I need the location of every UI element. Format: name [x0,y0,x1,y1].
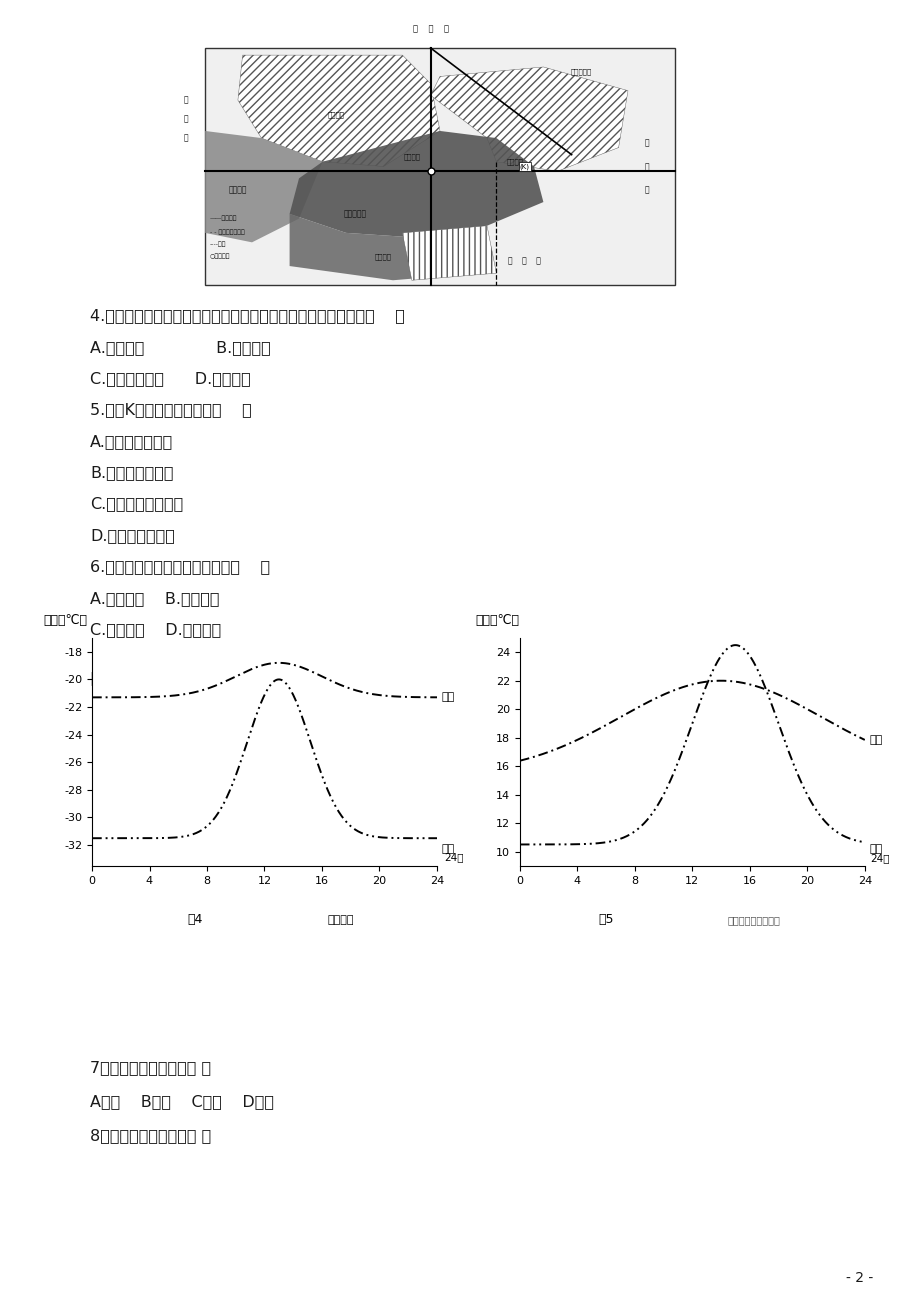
Text: A.石油化工产业园: A.石油化工产业园 [90,434,173,449]
Text: 涿: 涿 [184,95,188,104]
Text: C.向西拓展    D.向北拓展: C.向西拓展 D.向北拓展 [90,622,221,637]
Text: C.汽车零部件产业园: C.汽车零部件产业园 [90,496,183,510]
Text: 涿安新城: 涿安新城 [328,111,345,117]
Text: 空港新城: 空港新城 [506,159,523,165]
Text: 固安县城: 固安县城 [403,154,420,160]
Text: C.配套服务完善      D.环境优美: C.配套服务完善 D.环境优美 [90,371,251,385]
Text: 现代农业区: 现代农业区 [344,210,367,219]
Text: B.生物医药产业园: B.生物医药产业园 [90,465,174,480]
Text: D.商贸物流产业园: D.商贸物流产业园 [90,529,175,543]
Text: 清: 清 [644,161,649,171]
Text: 24时: 24时 [444,852,463,862]
Polygon shape [289,132,543,237]
Text: 8．下列叙述正确的是（ ）: 8．下列叙述正确的是（ ） [90,1128,211,1143]
Text: 永: 永 [644,138,649,147]
Text: 读我国某地冬、夏季山谷、山顶气温日变化图，回答7—9题。: 读我国某地冬、夏季山谷、山顶气温日变化图，回答7—9题。 [90,671,367,685]
Text: 益安新城: 益安新城 [375,254,391,260]
Text: 7．该山地最可能位于（ ）: 7．该山地最可能位于（ ） [90,1060,210,1075]
Text: 北    京    市: 北 京 市 [412,25,448,34]
Text: - 2 -: - 2 - [845,1271,873,1285]
Polygon shape [289,214,477,280]
Text: 霸    州    市: 霸 州 市 [507,256,540,266]
Bar [205,48,675,285]
Text: 高碑店市: 高碑店市 [229,186,247,195]
Text: 山顶: 山顶 [868,734,881,745]
Text: 山谷: 山谷 [868,845,881,854]
Text: 州: 州 [184,115,188,124]
Text: ----铁路: ----铁路 [210,242,226,247]
Text: 6.未来固安中心城区发展空间将（    ）: 6.未来固安中心城区发展空间将（ ） [90,559,270,574]
Polygon shape [205,132,323,242]
Polygon shape [402,225,496,280]
Text: 长沙市一中地理组画: 长沙市一中地理组画 [727,915,780,924]
Text: 山顶: 山顶 [441,693,454,702]
Text: 县: 县 [644,186,649,195]
Text: 山谷: 山谷 [441,844,454,854]
Text: A.向东拓展    B.向南拓展: A.向东拓展 B.向南拓展 [90,591,220,605]
Text: 气温（℃）: 气温（℃） [44,613,87,626]
Text: 24时: 24时 [869,853,889,863]
Text: 北京新机场: 北京新机场 [570,69,591,76]
Text: A.科技发达              B.人才集中: A.科技发达 B.人才集中 [90,340,270,355]
Text: ○产业园区: ○产业园区 [210,254,231,259]
Text: 北京时间: 北京时间 [327,915,353,924]
Text: (K): (K) [519,163,529,169]
Polygon shape [238,55,439,167]
Text: 气温（℃）: 气温（℃） [474,613,518,626]
Text: 图4: 图4 [187,913,203,926]
Polygon shape [430,66,628,172]
Text: A．鄂    B．晋    C．黑    D．新: A．鄂 B．晋 C．黑 D．新 [90,1094,274,1109]
Text: 4.固安肽谷生物医药产业园吸引大量相关企业入驻的首要原因是（    ）: 4.固安肽谷生物医药产业园吸引大量相关企业入驻的首要原因是（ ） [90,309,404,323]
Text: ——高速公路: ——高速公路 [210,216,237,221]
Text: - - 规划中高速公路: - - 规划中高速公路 [210,230,244,236]
Text: 市: 市 [184,134,188,142]
Text: 5.图中K产业园区将规划为（    ）: 5.图中K产业园区将规划为（ ） [90,402,252,417]
Text: 图5: 图5 [597,913,613,926]
